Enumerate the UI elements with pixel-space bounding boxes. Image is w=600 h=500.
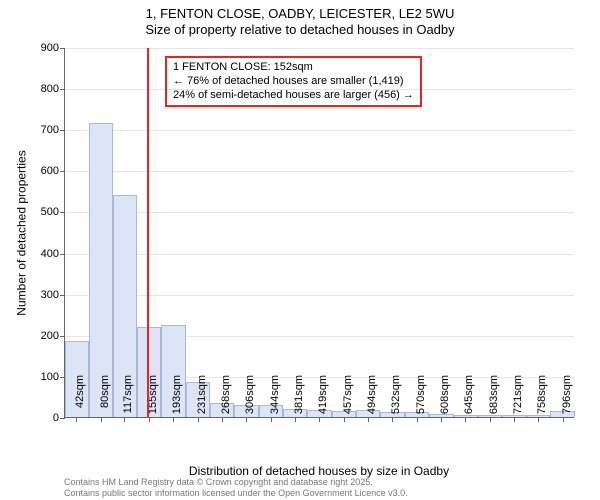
x-tick-label: 532sqm xyxy=(390,375,402,425)
y-tick-mark xyxy=(60,89,65,90)
x-tick-label: 193sqm xyxy=(171,375,183,425)
x-tick-label: 494sqm xyxy=(366,375,378,425)
histogram-bar xyxy=(89,123,113,417)
x-tick-label: 268sqm xyxy=(220,375,232,425)
annotation-line: 1 FENTON CLOSE: 152sqm xyxy=(173,61,414,75)
x-tick-label: 796sqm xyxy=(561,375,573,425)
property-marker-line xyxy=(147,48,149,417)
y-tick-label: 800 xyxy=(41,83,59,95)
x-tick-label: 306sqm xyxy=(244,375,256,425)
x-tick-label: 645sqm xyxy=(463,375,475,425)
y-tick-mark xyxy=(60,336,65,337)
y-tick-mark xyxy=(60,254,65,255)
annotation-line: ← 76% of detached houses are smaller (1,… xyxy=(173,75,414,89)
y-tick-label: 0 xyxy=(53,412,59,424)
grid-line xyxy=(65,171,574,172)
y-tick-mark xyxy=(60,130,65,131)
grid-line xyxy=(65,48,574,49)
x-tick-label: 42sqm xyxy=(74,375,86,425)
y-tick-label: 200 xyxy=(41,330,59,342)
x-tick-label: 608sqm xyxy=(439,375,451,425)
x-tick-label: 457sqm xyxy=(342,375,354,425)
y-tick-mark xyxy=(60,171,65,172)
plot-area: 010020030040050060070080090042sqm80sqm11… xyxy=(64,48,574,418)
y-tick-mark xyxy=(60,48,65,49)
y-tick-label: 100 xyxy=(41,371,59,383)
annotation-line: 24% of semi-detached houses are larger (… xyxy=(173,89,414,103)
footer-line-1: Contains HM Land Registry data © Crown c… xyxy=(64,477,408,487)
x-tick-label: 683sqm xyxy=(488,375,500,425)
title-line-1: 1, FENTON CLOSE, OADBY, LEICESTER, LE2 5… xyxy=(0,6,600,22)
y-tick-label: 400 xyxy=(41,248,59,260)
y-tick-mark xyxy=(60,418,65,419)
y-tick-label: 600 xyxy=(41,165,59,177)
y-tick-mark xyxy=(60,212,65,213)
grid-line xyxy=(65,130,574,131)
x-tick-label: 758sqm xyxy=(536,375,548,425)
y-tick-label: 500 xyxy=(41,206,59,218)
x-axis-title: Distribution of detached houses by size … xyxy=(64,464,574,478)
x-tick-label: 117sqm xyxy=(122,375,134,425)
grid-line xyxy=(65,254,574,255)
chart-container: 1, FENTON CLOSE, OADBY, LEICESTER, LE2 5… xyxy=(0,0,600,500)
footer-attribution: Contains HM Land Registry data © Crown c… xyxy=(64,477,408,498)
title-line-2: Size of property relative to detached ho… xyxy=(0,22,600,38)
chart-title: 1, FENTON CLOSE, OADBY, LEICESTER, LE2 5… xyxy=(0,6,600,39)
y-axis-label: Number of detached properties xyxy=(14,48,30,418)
y-tick-mark xyxy=(60,295,65,296)
x-tick-label: 570sqm xyxy=(415,375,427,425)
x-tick-label: 381sqm xyxy=(293,375,305,425)
x-tick-label: 721sqm xyxy=(512,375,524,425)
x-tick-label: 344sqm xyxy=(269,375,281,425)
grid-line xyxy=(65,295,574,296)
grid-line xyxy=(65,212,574,213)
y-tick-label: 900 xyxy=(41,42,59,54)
y-tick-label: 700 xyxy=(41,124,59,136)
footer-line-2: Contains public sector information licen… xyxy=(64,488,408,498)
y-tick-label: 300 xyxy=(41,289,59,301)
x-tick-label: 419sqm xyxy=(317,375,329,425)
x-tick-label: 80sqm xyxy=(99,375,111,425)
annotation-box: 1 FENTON CLOSE: 152sqm← 76% of detached … xyxy=(165,56,422,107)
x-tick-label: 231sqm xyxy=(196,375,208,425)
